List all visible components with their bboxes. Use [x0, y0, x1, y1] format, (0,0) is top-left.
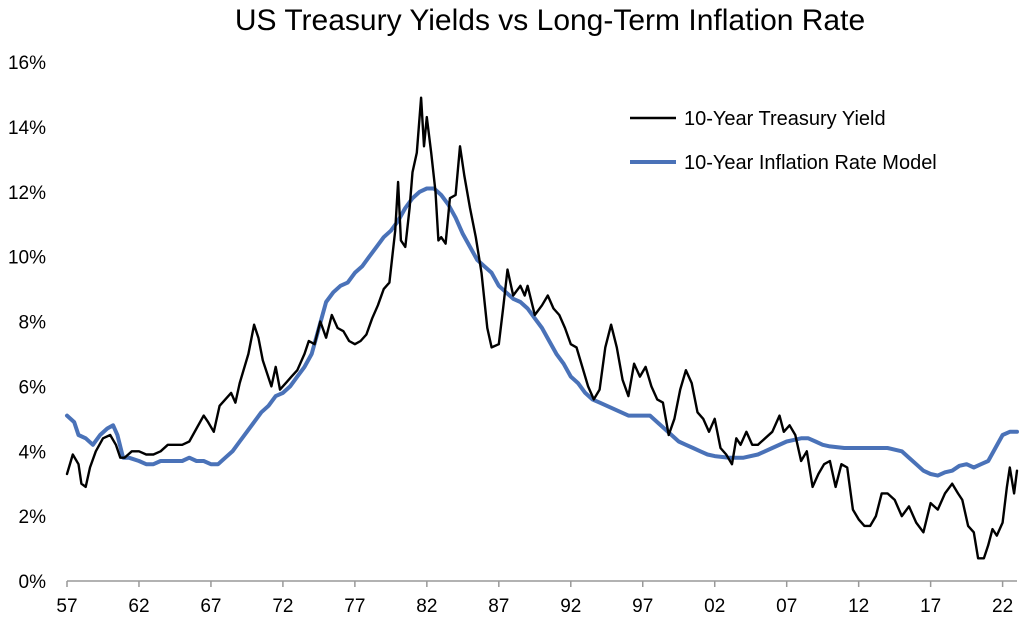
y-tick-label: 10%	[8, 248, 46, 269]
legend: 10-Year Treasury Yield 10-Year Inflation …	[630, 108, 937, 174]
x-tick-label: 97	[632, 596, 653, 617]
x-tick-label: 77	[344, 596, 365, 617]
x-tick-label: 57	[56, 596, 77, 617]
x-tick-label: 82	[416, 596, 437, 617]
series-line-treasury-yield	[65, 96, 1019, 560]
x-tick-label: 87	[488, 596, 509, 617]
y-tick-label: 14%	[8, 118, 46, 139]
x-tick-label: 12	[848, 596, 869, 617]
x-tick-label: 92	[560, 596, 581, 617]
x-tick-label: 62	[128, 596, 149, 617]
series-line-inflation-model	[65, 186, 1019, 478]
legend-label: 10-Year Treasury Yield	[684, 108, 886, 130]
x-tick-label: 67	[200, 596, 221, 617]
chart-title: US Treasury Yields vs Long-Term Inflatio…	[235, 4, 865, 37]
x-tick-label: 07	[776, 596, 797, 617]
y-tick-label: 8%	[19, 313, 47, 334]
legend-label: 10-Year Inflation Rate Model	[684, 152, 937, 174]
y-tick-label: 16%	[8, 53, 46, 74]
y-tick-label: 2%	[19, 507, 47, 528]
x-tick-label: 02	[704, 596, 725, 617]
legend-item-treasury-yield: 10-Year Treasury Yield	[630, 108, 886, 130]
y-tick-label: 6%	[19, 377, 47, 398]
x-tick-label: 17	[920, 596, 941, 617]
y-axis-ticks: 0% 2% 4% 6% 8% 10% 12% 14% 16%	[8, 53, 46, 593]
y-tick-label: 4%	[19, 442, 47, 463]
x-tick-label: 22	[992, 596, 1013, 617]
x-tick-label: 72	[272, 596, 293, 617]
x-axis: 57 62 67 72 77 82 87 92 97 02 07 12 17 22	[56, 580, 1017, 617]
series-layer	[65, 96, 1019, 560]
y-tick-label: 12%	[8, 183, 46, 204]
y-tick-label: 0%	[19, 572, 47, 593]
legend-item-inflation-model: 10-Year Inflation Rate Model	[630, 152, 937, 174]
